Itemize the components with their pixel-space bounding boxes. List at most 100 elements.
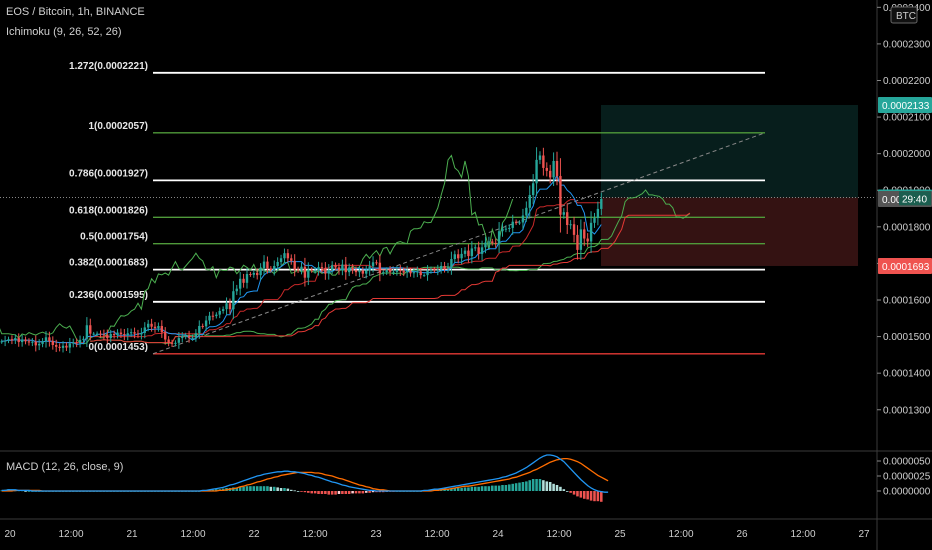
macd-histogram-bar [450, 488, 453, 491]
candle-body [153, 326, 157, 329]
candle-body [409, 271, 412, 274]
time-axis-label: 12:00 [790, 529, 815, 540]
candle-body [385, 270, 388, 273]
candle-body [150, 323, 153, 327]
price-axis-label: 0.0002200 [883, 76, 931, 87]
candle-body [382, 272, 385, 274]
target-zone [601, 105, 858, 198]
macd-axis-label: 0.0000000 [883, 487, 931, 498]
candle-body [320, 267, 324, 269]
time-axis-label: 27 [858, 529, 870, 540]
candle-body [371, 262, 375, 267]
candle-body [204, 320, 208, 327]
candle-body [221, 309, 225, 311]
candle-body [559, 175, 562, 215]
candle-body [531, 183, 535, 195]
stop-price-tag: 0.0001693 [882, 262, 930, 273]
candle-body [474, 247, 477, 249]
macd-histogram-bar [487, 486, 491, 491]
candle-body [34, 341, 37, 346]
candle-body [290, 258, 293, 261]
macd-histogram-bar [579, 491, 583, 498]
macd-histogram-bar [463, 487, 467, 491]
time-axis-label: 12:00 [668, 529, 693, 540]
candle-body [501, 228, 504, 232]
time-axis-label: 23 [370, 529, 382, 540]
candle-body [443, 265, 446, 269]
candle-body [365, 270, 368, 274]
macd-histogram-bar [521, 482, 525, 491]
candle-body [238, 278, 242, 289]
candle-body [160, 325, 164, 333]
macd-axis-label: 0.0000050 [883, 457, 931, 468]
macd-histogram-bar [525, 481, 528, 491]
price-axis-label: 0.0001600 [883, 296, 931, 307]
macd-histogram-bar [511, 483, 514, 491]
macd-histogram-bar [242, 486, 245, 491]
macd-histogram-bar [555, 485, 559, 491]
candle-body [419, 271, 422, 276]
candle-body [446, 267, 450, 269]
candle-body [51, 340, 54, 345]
macd-histogram-bar [552, 483, 555, 491]
macd-histogram-bar [545, 481, 549, 491]
macd-histogram-bar [542, 480, 545, 491]
macd-histogram-bar [262, 486, 266, 491]
candle-body [549, 170, 552, 178]
candle-body [235, 288, 238, 292]
candle-body [126, 333, 129, 336]
candle-body [177, 338, 181, 343]
candle-body [147, 323, 150, 328]
candle-body [392, 271, 395, 273]
candle-body [92, 333, 95, 335]
candle-body [174, 342, 177, 344]
candle-body [283, 253, 286, 259]
macd-histogram-bar [245, 486, 249, 491]
macd-histogram-bar [368, 491, 371, 493]
macd-histogram-bar [562, 489, 566, 491]
candle-body [552, 160, 555, 178]
candle-body [99, 333, 102, 335]
candle-body [600, 199, 603, 209]
candle-body [3, 340, 7, 342]
candle-body [208, 315, 211, 321]
macd-histogram-bar [456, 488, 460, 491]
macd-histogram-bar [334, 491, 337, 495]
macd-histogram-bar [535, 479, 538, 491]
candle-body [317, 267, 320, 271]
candle-body [307, 269, 310, 278]
stop-zone [601, 197, 858, 266]
candle-body [514, 221, 518, 223]
candle-body [20, 339, 24, 343]
macd-histogram-bar [283, 488, 286, 491]
candle-body [477, 247, 480, 254]
macd-histogram-bar [286, 488, 290, 491]
macd-histogram-bar [593, 491, 596, 502]
candle-body [116, 332, 119, 336]
macd-histogram-bar [259, 486, 262, 491]
macd-histogram-bar [358, 491, 361, 494]
kijun-line [1, 199, 602, 344]
candle-body [467, 250, 470, 257]
candle-body [368, 266, 371, 271]
macd-histogram-bar [303, 491, 307, 493]
currency-badge: BTC [896, 11, 916, 22]
fib-level-label: 0.618(0.0001826) [69, 205, 148, 216]
candle-body [453, 254, 456, 260]
price-axis-label: 0.0002100 [883, 113, 931, 124]
candle-body [525, 207, 528, 216]
candle-body [354, 270, 358, 273]
candle-body [555, 160, 559, 176]
candle-body [167, 339, 170, 343]
candle-body [218, 310, 221, 315]
macd-histogram-bar [569, 491, 572, 493]
candle-body [78, 339, 82, 344]
candle-body [593, 218, 596, 223]
candle-body [129, 332, 133, 334]
macd-histogram-bar [504, 485, 508, 491]
macd-histogram-bar [320, 491, 324, 494]
candle-body [75, 342, 78, 344]
candle-body [583, 229, 586, 239]
macd-histogram-bar [589, 491, 593, 501]
